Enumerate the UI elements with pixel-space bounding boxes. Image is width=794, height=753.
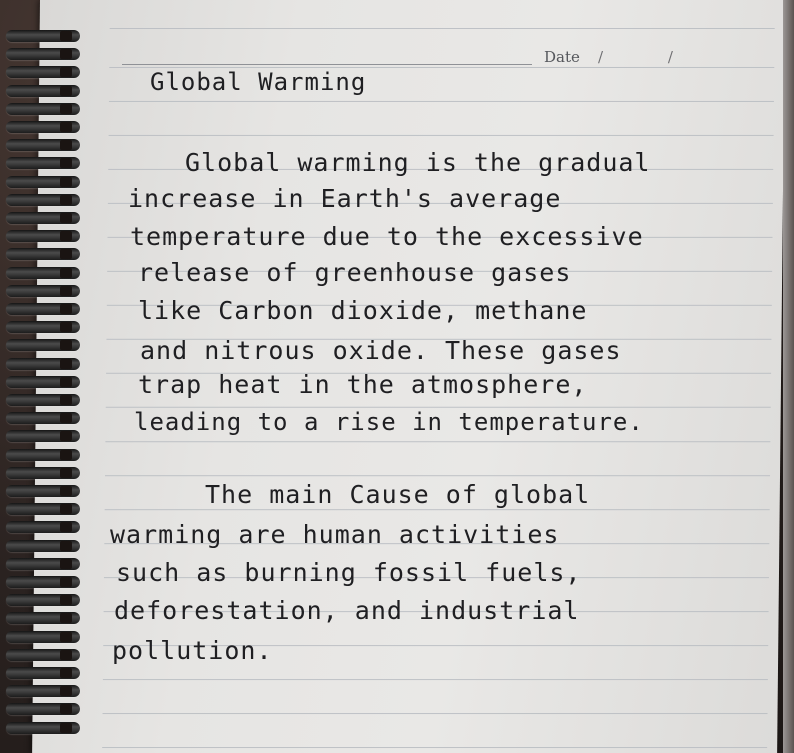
text-line: pollution. — [112, 636, 273, 665]
binding-hole — [60, 67, 72, 78]
text-line: such as burning fossil fuels, — [116, 558, 582, 587]
binding-hole — [60, 431, 72, 442]
binding-hole — [60, 522, 72, 533]
binding-hole — [60, 249, 72, 260]
page-edge — [783, 0, 794, 753]
text-line: release of greenhouse gases — [138, 258, 572, 287]
text-line: Global warming is the gradual — [185, 148, 651, 177]
binding-hole — [60, 540, 72, 551]
text-line: like Carbon dioxide, methane — [138, 296, 588, 325]
binding-hole — [60, 558, 72, 569]
binding-hole — [60, 613, 72, 624]
binding-hole — [60, 103, 72, 114]
page-title: Global Warming — [150, 68, 367, 96]
binding-hole — [60, 31, 72, 41]
binding-hole — [60, 194, 72, 205]
binding-hole — [60, 49, 72, 60]
binding-hole — [60, 322, 72, 333]
binding-hole — [60, 140, 72, 151]
binding-hole — [60, 304, 72, 314]
date-slashes: / / — [598, 48, 703, 66]
text-line: trap heat in the atmosphere, — [138, 370, 588, 399]
binding-hole — [60, 704, 72, 715]
binding-hole — [60, 340, 72, 351]
binding-hole — [60, 122, 72, 132]
text-line: deforestation, and industrial — [114, 596, 580, 625]
binding-hole — [60, 85, 72, 96]
date-label: Date — [544, 48, 580, 66]
binding-hole — [60, 449, 72, 460]
text-line: and nitrous oxide. These gases — [140, 336, 622, 365]
spiral-binding — [0, 30, 90, 753]
binding-hole — [60, 467, 72, 478]
binding-hole — [60, 176, 72, 187]
binding-hole — [60, 376, 72, 387]
binding-hole — [60, 668, 72, 678]
binding-hole — [60, 358, 72, 369]
binding-hole — [60, 722, 72, 733]
binding-hole — [60, 285, 72, 296]
binding-hole — [60, 267, 72, 278]
binding-hole — [60, 631, 72, 642]
text-line: leading to a rise in temperature. — [134, 408, 644, 436]
text-line: warming are human activities — [110, 520, 560, 549]
binding-hole — [60, 504, 72, 515]
binding-hole — [60, 649, 72, 660]
text-line: The main Cause of global — [205, 480, 591, 509]
text-line: temperature due to the excessive — [130, 222, 644, 251]
title-rule — [122, 64, 532, 65]
binding-hole — [60, 231, 72, 242]
text-line: increase in Earth's average — [128, 184, 562, 213]
binding-hole — [60, 577, 72, 587]
binding-hole — [60, 595, 72, 606]
binding-hole — [60, 686, 72, 697]
binding-hole — [60, 486, 72, 496]
binding-hole — [60, 213, 72, 223]
binding-hole — [60, 158, 72, 169]
binding-hole — [60, 395, 72, 405]
binding-hole — [60, 413, 72, 424]
